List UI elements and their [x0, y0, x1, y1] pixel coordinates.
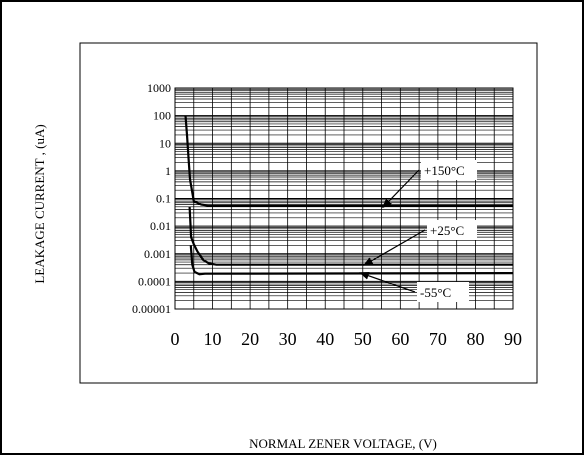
x-tick-label: 40 [316, 329, 334, 349]
series-line-1 [184, 115, 513, 207]
x-tick-labels: 0 10 20 30 40 50 60 70 80 90 [171, 329, 523, 349]
x-tick-label: 60 [391, 329, 409, 349]
x-axis-label: NORMAL ZENER VOLTAGE, (V) [249, 436, 437, 451]
plot-frame [174, 87, 514, 310]
x-tick-label: 90 [504, 329, 522, 349]
series-group [184, 115, 514, 276]
y-tick-label: 0.001 [144, 247, 171, 261]
annotation-label: -55°C [420, 285, 451, 300]
x-tick-label: 70 [429, 329, 447, 349]
annotation-arrow [362, 229, 426, 266]
annotation-arrow [382, 169, 420, 209]
y-axis-label: LEAKAGE CURRENT , (uA) [32, 124, 47, 283]
x-tick-label: 20 [241, 329, 259, 349]
y-tick-label: 10 [159, 136, 171, 150]
y-tick-label: 1000 [147, 81, 171, 95]
annotation-box [427, 220, 477, 240]
annotation-label: +150°C [424, 163, 465, 178]
series-line-2 [188, 206, 513, 266]
y-tick-label: 0.01 [150, 219, 171, 233]
annotation-label: +25°C [430, 223, 464, 238]
x-tick-label: 80 [466, 329, 484, 349]
x-tick-label: 30 [279, 329, 297, 349]
annotations-group: +150°C +25°C -55°C [359, 160, 477, 302]
y-tick-labels: 1000 100 10 1 0.1 0.01 0.001 0.0001 0.00001 [132, 81, 171, 316]
y-tick-label: 0.1 [156, 192, 171, 206]
series-line-3 [189, 245, 514, 276]
annotation-box [421, 160, 477, 180]
y-tick-label: 0.0001 [138, 274, 171, 288]
y-tick-label: 0.00001 [132, 302, 171, 316]
annotation-box [417, 282, 469, 302]
annotation-arrow [359, 271, 416, 293]
x-tick-label: 50 [354, 329, 372, 349]
x-tick-label: 0 [171, 329, 180, 349]
y-tick-label: 1 [165, 164, 171, 178]
y-tick-label: 100 [153, 109, 171, 123]
x-tick-label: 10 [204, 329, 222, 349]
